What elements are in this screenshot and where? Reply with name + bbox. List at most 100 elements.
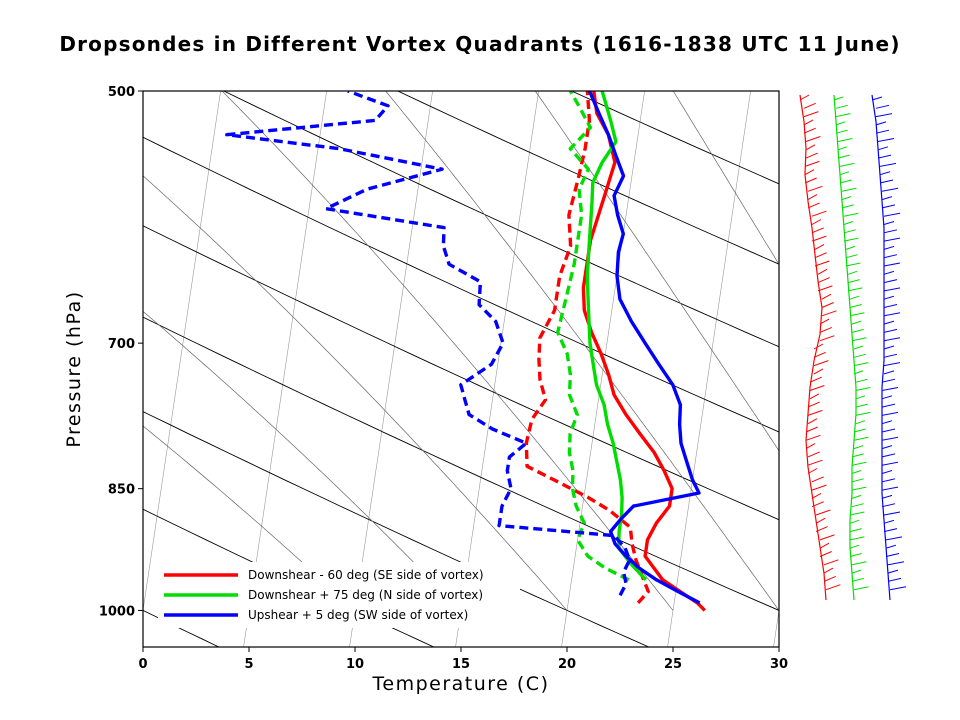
wind-barb-2 bbox=[877, 146, 889, 151]
wind-barb-2 bbox=[883, 279, 898, 284]
wind-barb-2 bbox=[877, 138, 895, 142]
wind-barb-2 bbox=[881, 445, 893, 450]
wind-barb-2 bbox=[883, 295, 895, 300]
wind-barb-1 bbox=[849, 536, 865, 541]
wind-barb-0 bbox=[799, 94, 810, 101]
wind-barb-1 bbox=[855, 387, 871, 391]
wind-barb-0 bbox=[811, 484, 827, 491]
wind-barb-2 bbox=[881, 387, 899, 391]
wind-barb-0 bbox=[819, 542, 830, 549]
wind-barb-1 bbox=[841, 187, 857, 192]
wind-barb-2 bbox=[871, 96, 883, 101]
wind-barb-1 bbox=[855, 378, 868, 383]
wind-barb-0 bbox=[819, 335, 835, 342]
wind-barb-0 bbox=[823, 575, 836, 582]
wind-barb-0 bbox=[814, 252, 827, 259]
wind-barb-1 bbox=[851, 320, 862, 325]
dry-adiabat-line bbox=[143, 136, 779, 433]
wind-barb-2 bbox=[883, 254, 898, 259]
wind-barb-1 bbox=[843, 221, 854, 225]
wind-barb-1 bbox=[841, 204, 854, 209]
wind-barb-0 bbox=[807, 409, 823, 416]
isotherm-line bbox=[0, 91, 9, 647]
wind-barb-2 bbox=[881, 187, 899, 192]
wind-barb-0 bbox=[805, 152, 818, 159]
isotherm-line bbox=[561, 91, 645, 647]
wind-barb-2 bbox=[881, 403, 896, 408]
wind-barb-2 bbox=[889, 586, 907, 591]
dry-adiabat-line bbox=[223, 91, 779, 348]
x-tick-label: 10 bbox=[346, 657, 364, 672]
wind-barb-0 bbox=[821, 310, 837, 317]
legend-label-0: Downshear - 60 deg (SE side of vortex) bbox=[248, 568, 484, 582]
wind-barb-2 bbox=[877, 154, 892, 159]
wind-barb-2 bbox=[881, 478, 896, 483]
moist-adiabat-line bbox=[534, 91, 779, 452]
wind-barb-2 bbox=[881, 436, 899, 441]
wind-barb-1 bbox=[849, 312, 865, 317]
dry-adiabat-line bbox=[397, 91, 779, 265]
wind-barb-2 bbox=[881, 470, 893, 474]
wind-barb-1 bbox=[845, 254, 858, 259]
wind-barb-0 bbox=[823, 567, 834, 574]
wind-barb-2 bbox=[881, 486, 899, 491]
barb-staff-1 bbox=[833, 94, 857, 601]
wind-barb-0 bbox=[811, 227, 824, 234]
wind-barb-1 bbox=[853, 428, 866, 433]
wind-barb-1 bbox=[851, 461, 867, 466]
wind-barb-1 bbox=[853, 362, 869, 367]
wind-barb-0 bbox=[811, 476, 824, 483]
wind-barb-1 bbox=[835, 104, 848, 109]
wind-barb-1 bbox=[849, 544, 860, 549]
wind-barb-2 bbox=[883, 221, 895, 225]
wind-barb-0 bbox=[815, 526, 828, 533]
wind-barb-2 bbox=[883, 212, 901, 217]
wind-barb-1 bbox=[853, 436, 869, 441]
moist-adiabat-line bbox=[385, 91, 779, 611]
wind-barb-0 bbox=[803, 119, 814, 126]
wind-barb-1 bbox=[855, 411, 871, 416]
wind-barb-2 bbox=[883, 320, 895, 325]
wind-barb-1 bbox=[835, 121, 846, 126]
wind-barb-1 bbox=[851, 337, 867, 342]
wind-barb-2 bbox=[883, 328, 898, 333]
axes: 0 5 10 15 20 25 30 500 700 850 1000 bbox=[99, 85, 788, 672]
wind-barb-1 bbox=[839, 162, 855, 167]
x-tick-label: 25 bbox=[664, 657, 682, 672]
wind-barb-2 bbox=[881, 503, 896, 508]
wind-barb-0 bbox=[811, 235, 827, 242]
wind-barb-1 bbox=[849, 511, 865, 516]
wind-barb-2 bbox=[883, 245, 895, 250]
wind-barb-0 bbox=[814, 243, 825, 250]
wind-barb-2 bbox=[881, 494, 893, 499]
wind-barb-2 bbox=[885, 544, 897, 549]
wind-barb-0 bbox=[805, 434, 821, 441]
wind-barb-0 bbox=[819, 318, 830, 325]
wind-barb-1 bbox=[837, 138, 853, 142]
wind-barb-2 bbox=[887, 577, 902, 582]
wind-barb-1 bbox=[849, 528, 862, 533]
wind-barb-1 bbox=[853, 445, 864, 450]
dewpoint-line-2 bbox=[225, 91, 632, 597]
wind-barb-0 bbox=[814, 260, 830, 267]
wind-barb-0 bbox=[811, 210, 827, 217]
wind-barb-2 bbox=[881, 411, 899, 416]
wind-barb-0 bbox=[809, 393, 820, 400]
legend: Downshear - 60 deg (SE side of vortex) Do… bbox=[158, 562, 520, 628]
y-axis-title: Pressure (hPa) bbox=[63, 290, 85, 447]
dry-adiabat-line bbox=[0, 91, 4, 647]
wind-barb-0 bbox=[815, 509, 831, 516]
wind-barb-1 bbox=[849, 519, 860, 524]
wind-barb-0 bbox=[807, 459, 823, 466]
wind-barb-2 bbox=[881, 428, 896, 433]
wind-barb-2 bbox=[881, 420, 893, 425]
wind-barb-2 bbox=[883, 519, 895, 524]
wind-barb-2 bbox=[875, 129, 890, 134]
wind-barb-1 bbox=[833, 96, 844, 101]
y-tick-label: 700 bbox=[108, 337, 135, 352]
wind-barb-1 bbox=[851, 478, 864, 483]
wind-barb-1 bbox=[851, 569, 862, 574]
wind-barb-1 bbox=[853, 370, 864, 375]
wind-barb-2 bbox=[881, 378, 896, 383]
wind-barb-0 bbox=[813, 343, 824, 350]
